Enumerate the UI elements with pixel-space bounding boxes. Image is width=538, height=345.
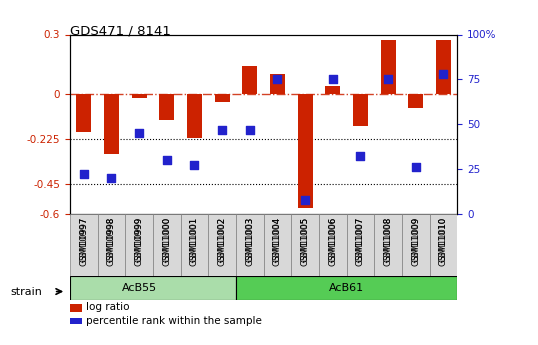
Bar [131,94,147,98]
Bar [436,40,451,94]
Bar [408,94,423,108]
Text: GSM11006: GSM11006 [328,217,337,263]
Text: GSM11008: GSM11008 [384,217,393,266]
FancyBboxPatch shape [319,214,346,276]
Point [135,130,144,136]
Text: GSM11009: GSM11009 [411,217,420,262]
Bar [104,94,119,154]
Bar [187,94,202,138]
Text: GSM10998: GSM10998 [107,217,116,263]
Text: GSM11006: GSM11006 [328,217,337,266]
Text: GSM10999: GSM10999 [134,217,144,266]
Point [439,71,448,77]
Bar [270,75,285,94]
Point [384,77,392,82]
Text: GDS471 / 8141: GDS471 / 8141 [70,24,171,37]
Point [329,77,337,82]
Text: GSM11008: GSM11008 [384,217,393,263]
Point [412,165,420,170]
Text: GSM11002: GSM11002 [217,217,226,262]
FancyBboxPatch shape [70,214,97,276]
FancyBboxPatch shape [208,214,236,276]
Bar [159,94,174,120]
FancyBboxPatch shape [181,214,208,276]
FancyBboxPatch shape [346,214,374,276]
Point [80,172,88,177]
FancyBboxPatch shape [264,214,291,276]
Bar [380,40,396,94]
Bar [76,94,91,132]
Text: log ratio: log ratio [86,302,130,312]
Text: GSM11005: GSM11005 [301,217,310,266]
Text: GSM11003: GSM11003 [245,217,254,266]
Text: GSM10998: GSM10998 [107,217,116,266]
Bar [353,94,368,126]
Bar [298,94,313,208]
Point [245,127,254,132]
Point [218,127,226,132]
FancyBboxPatch shape [236,214,264,276]
Text: GSM11010: GSM11010 [439,217,448,266]
Text: GSM11001: GSM11001 [190,217,199,262]
Text: GSM11005: GSM11005 [301,217,310,262]
Point [301,197,309,202]
Text: GSM10997: GSM10997 [79,217,88,266]
Point [190,163,199,168]
Text: GSM11004: GSM11004 [273,217,282,266]
Text: GSM11010: GSM11010 [439,217,448,262]
Text: GSM10997: GSM10997 [79,217,88,263]
Bar [215,94,230,102]
Text: strain: strain [11,287,43,296]
Text: GSM11003: GSM11003 [245,217,254,263]
FancyBboxPatch shape [70,276,236,300]
Point [107,175,116,181]
Text: GSM11002: GSM11002 [217,217,226,266]
Text: percentile rank within the sample: percentile rank within the sample [86,316,262,326]
Text: GSM11007: GSM11007 [356,217,365,266]
Point [356,154,365,159]
FancyBboxPatch shape [236,276,457,300]
FancyBboxPatch shape [374,214,402,276]
Text: AcB61: AcB61 [329,283,364,293]
Bar [325,86,341,94]
FancyBboxPatch shape [402,214,430,276]
Text: GSM11001: GSM11001 [190,217,199,266]
Text: GSM11000: GSM11000 [162,217,171,266]
Text: GSM11000: GSM11000 [162,217,171,262]
Text: AcB55: AcB55 [122,283,157,293]
FancyBboxPatch shape [125,214,153,276]
Text: GSM11004: GSM11004 [273,217,282,262]
Point [162,157,171,163]
Text: GSM11007: GSM11007 [356,217,365,263]
Text: GSM11009: GSM11009 [411,217,420,266]
FancyBboxPatch shape [153,214,181,276]
Point [273,77,282,82]
Text: GSM10999: GSM10999 [134,217,144,262]
FancyBboxPatch shape [291,214,319,276]
FancyBboxPatch shape [97,214,125,276]
FancyBboxPatch shape [430,214,457,276]
Bar [242,66,257,94]
